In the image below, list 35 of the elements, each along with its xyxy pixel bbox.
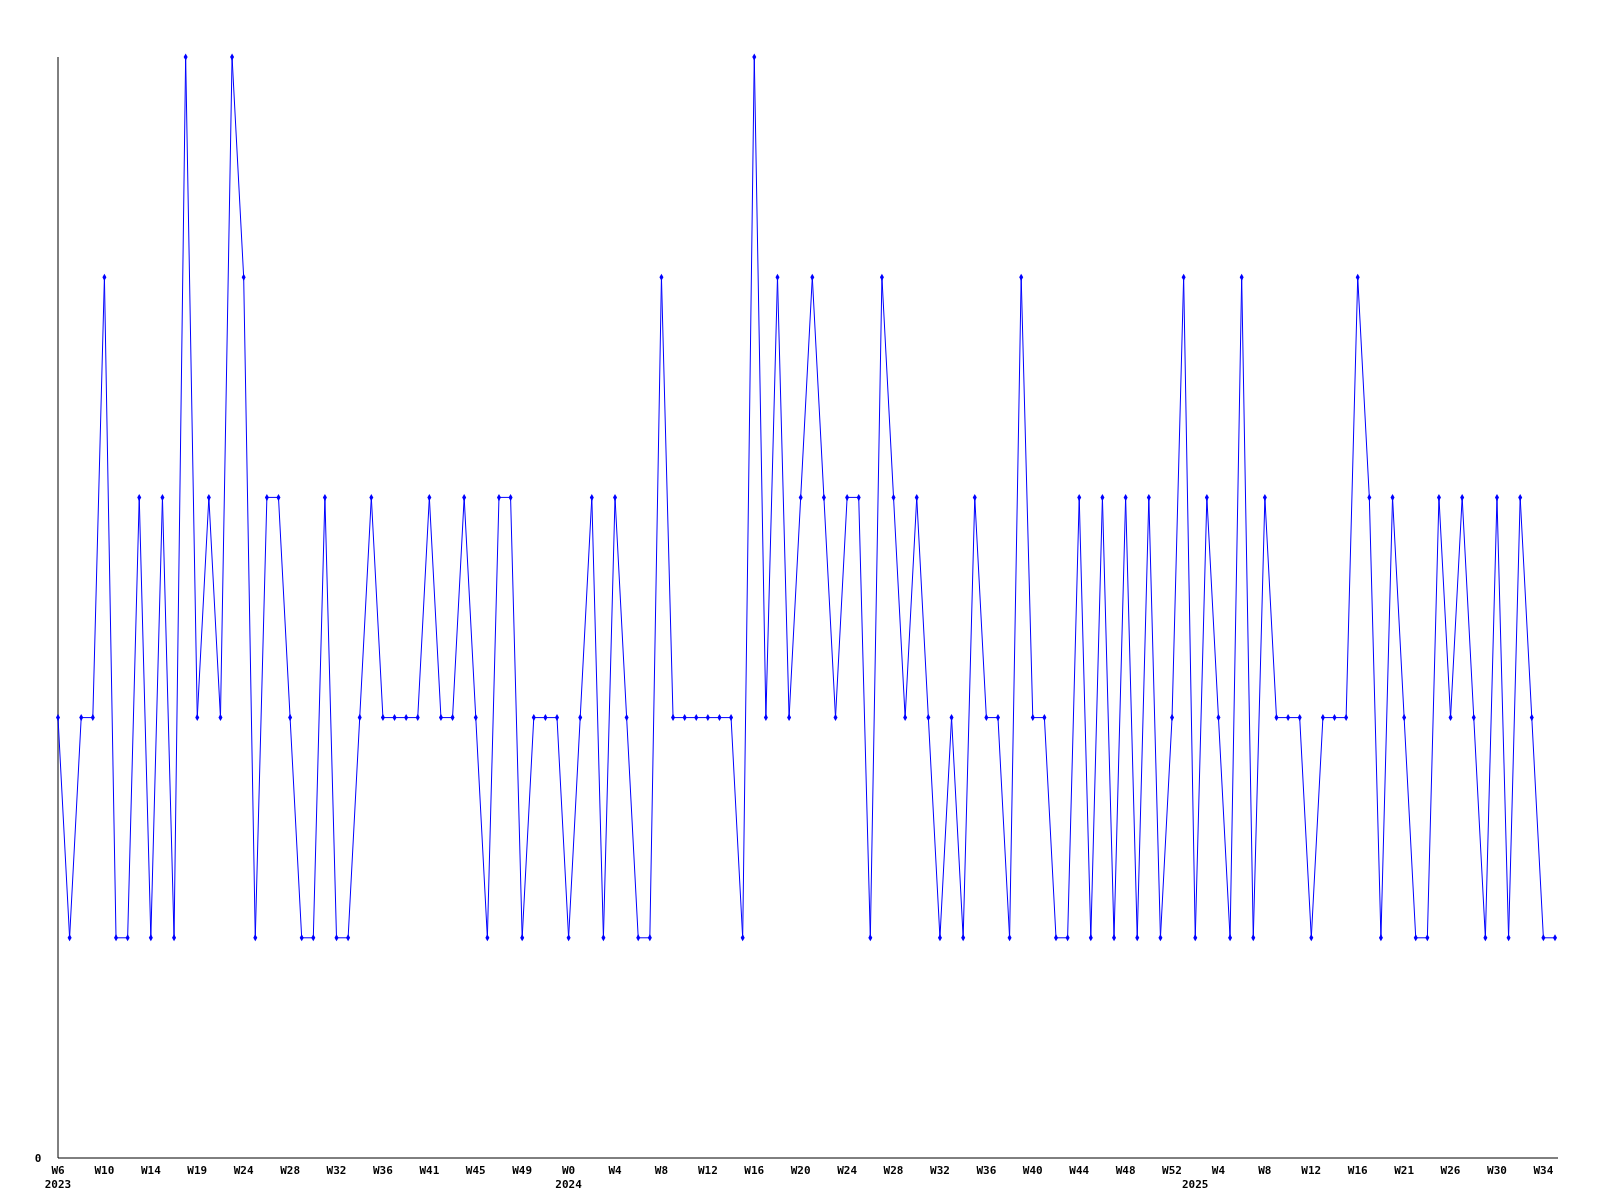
x-tick-label: W40 bbox=[1022, 1164, 1043, 1177]
x-tick-label: W24 bbox=[837, 1164, 858, 1177]
x-tick-label: W12 bbox=[1301, 1164, 1322, 1177]
x-tick-label: W10 bbox=[94, 1164, 115, 1177]
x-tick-label: W45 bbox=[465, 1164, 486, 1177]
x-tick-label: W41 bbox=[419, 1164, 440, 1177]
x-tick-label: W28 bbox=[883, 1164, 904, 1177]
x-tick-label: W4 bbox=[608, 1164, 623, 1177]
x-tick-label: W32 bbox=[326, 1164, 347, 1177]
x-tick-label: W48 bbox=[1115, 1164, 1136, 1177]
x-tick-label: W36 bbox=[372, 1164, 394, 1177]
x-tick-label: W24 bbox=[233, 1164, 254, 1177]
x-tick-label: W16 bbox=[1347, 1164, 1369, 1177]
x-tick-label: 2025 bbox=[1182, 1178, 1209, 1191]
x-tick-label: W16 bbox=[744, 1164, 765, 1177]
x-tick-label: W19 bbox=[187, 1164, 208, 1177]
x-tick-label: W28 bbox=[280, 1164, 301, 1177]
x-tick-label: W0 2024 bbox=[555, 1164, 583, 1191]
x-tick-label: W32 bbox=[930, 1164, 950, 1177]
x-tick-label: W4 bbox=[1211, 1164, 1226, 1177]
x-tick-label: W8 bbox=[654, 1164, 669, 1177]
x-tick-label: W30 bbox=[1487, 1164, 1507, 1177]
x-tick-label: W26 bbox=[1440, 1164, 1461, 1177]
x-tick-label: W8 bbox=[1258, 1164, 1272, 1177]
x-tick-label: W12 bbox=[697, 1164, 718, 1177]
x-tick-label: W44 bbox=[1069, 1164, 1090, 1177]
x-tick-label: W21 bbox=[1394, 1164, 1415, 1177]
x-tick-label: W52 bbox=[1162, 1164, 1182, 1177]
x-tick-label: W6 2023 bbox=[44, 1164, 72, 1191]
x-tick-label: W20 bbox=[790, 1164, 811, 1177]
x-tick-label: W14 bbox=[140, 1164, 162, 1177]
x-tick-label: W36 bbox=[976, 1164, 997, 1177]
text: 0 bbox=[34, 1152, 42, 1165]
x-tick-label: W49 bbox=[512, 1164, 533, 1177]
x-tick-label: W34 bbox=[1533, 1164, 1554, 1177]
